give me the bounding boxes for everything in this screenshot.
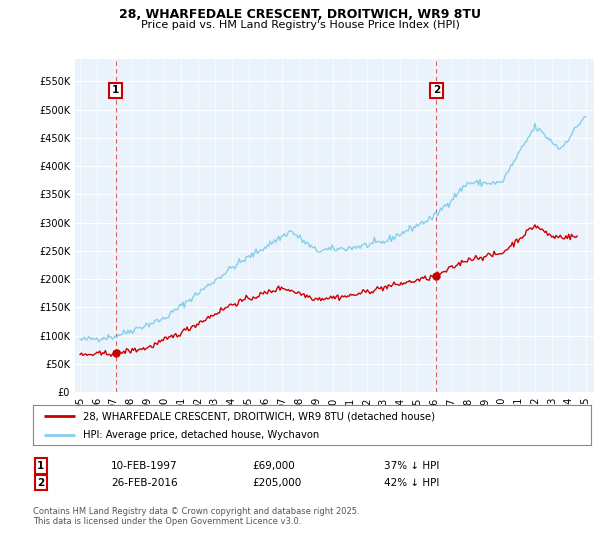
Text: £69,000: £69,000 [252,461,295,471]
Text: 1: 1 [112,86,119,95]
Text: Price paid vs. HM Land Registry's House Price Index (HPI): Price paid vs. HM Land Registry's House … [140,20,460,30]
Text: 28, WHARFEDALE CRESCENT, DROITWICH, WR9 8TU: 28, WHARFEDALE CRESCENT, DROITWICH, WR9 … [119,8,481,21]
Text: 2: 2 [37,478,44,488]
Text: Contains HM Land Registry data © Crown copyright and database right 2025.
This d: Contains HM Land Registry data © Crown c… [33,507,359,526]
Text: 2: 2 [433,86,440,95]
Text: 37% ↓ HPI: 37% ↓ HPI [384,461,439,471]
Text: 28, WHARFEDALE CRESCENT, DROITWICH, WR9 8TU (detached house): 28, WHARFEDALE CRESCENT, DROITWICH, WR9 … [83,411,435,421]
Text: 42% ↓ HPI: 42% ↓ HPI [384,478,439,488]
Text: £205,000: £205,000 [252,478,301,488]
Text: 10-FEB-1997: 10-FEB-1997 [111,461,178,471]
Text: 1: 1 [37,461,44,471]
Text: HPI: Average price, detached house, Wychavon: HPI: Average price, detached house, Wych… [83,430,319,440]
Text: 26-FEB-2016: 26-FEB-2016 [111,478,178,488]
